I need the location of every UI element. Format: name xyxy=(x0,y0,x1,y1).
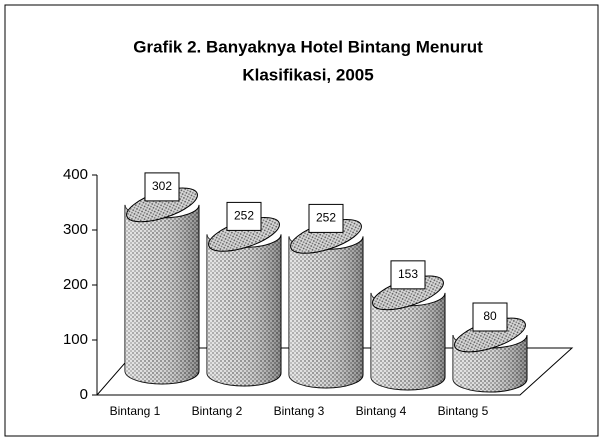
value-label-box xyxy=(226,201,262,231)
value-label: 252 xyxy=(234,209,254,223)
bar-shade xyxy=(289,236,363,388)
value-label: 80 xyxy=(483,309,497,323)
value-label: 252 xyxy=(316,211,336,225)
chart-title: Klasifikasi, 2005 xyxy=(242,65,373,84)
x-tick-label: Bintang 2 xyxy=(192,404,243,418)
x-tick-label: Bintang 1 xyxy=(110,404,161,418)
value-label-box xyxy=(390,260,426,290)
y-tick-label: 300 xyxy=(63,221,88,238)
bar-shade xyxy=(125,204,199,384)
x-tick-label: Bintang 5 xyxy=(438,404,489,418)
cylinder xyxy=(288,219,364,389)
bar-shade xyxy=(371,292,445,390)
bar-shade xyxy=(207,234,281,386)
y-tick-label: 0 xyxy=(80,386,88,403)
cylinder xyxy=(124,187,200,385)
y-tick-label: 100 xyxy=(63,331,88,348)
cylinder xyxy=(452,317,528,393)
y-tick-label: 200 xyxy=(63,276,88,293)
value-label-box xyxy=(144,172,180,202)
value-label: 153 xyxy=(398,267,418,281)
cylinder xyxy=(370,275,446,391)
value-label-box xyxy=(308,203,344,233)
cylinder xyxy=(206,217,282,387)
value-label: 302 xyxy=(152,179,172,193)
y-tick-label: 400 xyxy=(63,166,88,183)
chart-title: Grafik 2. Banyaknya Hotel Bintang Menuru… xyxy=(133,37,483,56)
value-label-box xyxy=(472,302,508,332)
x-tick-label: Bintang 4 xyxy=(356,404,407,418)
x-tick-label: Bintang 3 xyxy=(274,404,325,418)
